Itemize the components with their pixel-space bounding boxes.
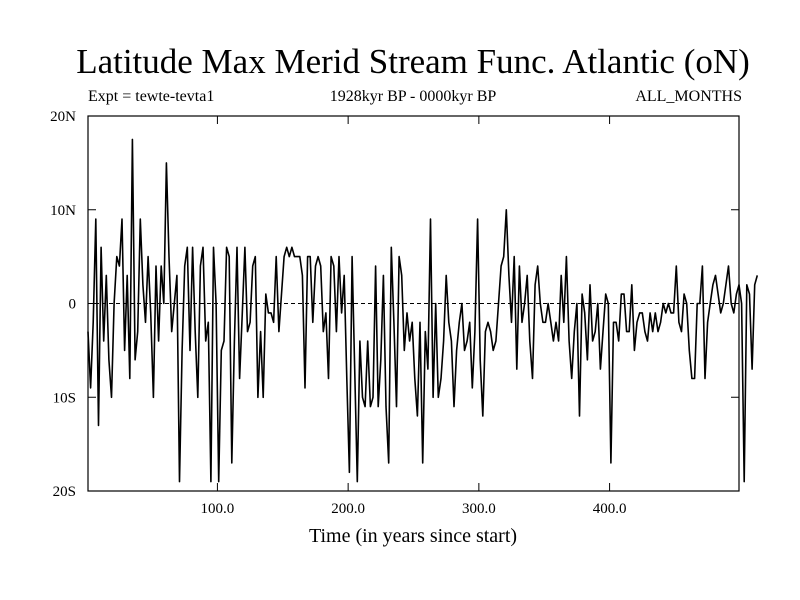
experiment-label: Expt = tewte-tevta1 — [88, 88, 215, 105]
y-tick-label: 20N — [50, 109, 76, 125]
x-axis-title: Time (in years since start) — [309, 525, 517, 547]
y-tick-label: 0 — [69, 297, 77, 313]
series-line-0 — [87, 138, 759, 483]
x-tick-label: 400.0 — [593, 501, 627, 517]
x-tick-label: 100.0 — [201, 501, 235, 517]
y-tick-label: 10N — [50, 203, 76, 219]
x-tick-label: 300.0 — [462, 501, 496, 517]
x-tick-label: 200.0 — [331, 501, 365, 517]
y-tick-label: 10S — [53, 390, 76, 406]
months-label: ALL_MONTHS — [635, 88, 742, 105]
y-tick-label: 20S — [53, 484, 76, 500]
chart-title: Latitude Max Merid Stream Func. Atlantic… — [76, 42, 750, 81]
time-range-label: 1928kyr BP - 0000kyr BP — [329, 88, 497, 105]
